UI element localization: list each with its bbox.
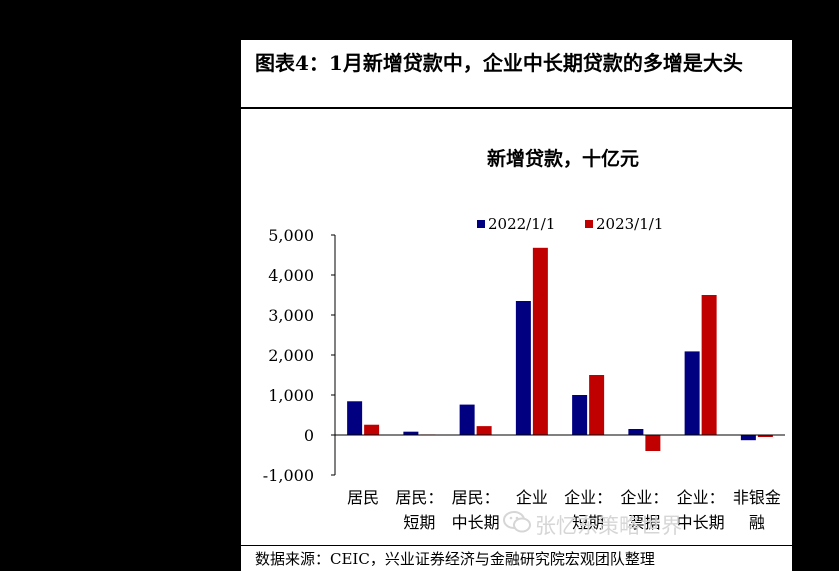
source-note: 数据来源：CEIC，兴业证券经济与金融研究院宏观团队整理: [255, 550, 655, 568]
x-tick-label: 融: [749, 513, 765, 532]
bar-series-a: [740, 435, 756, 441]
chart-title: 新增贷款，十亿元: [487, 147, 639, 170]
y-tick-label: 3,000: [268, 306, 314, 325]
bars: [347, 247, 773, 451]
legend-swatch-0: [477, 220, 485, 228]
x-tick-label: 短期: [403, 513, 435, 532]
x-tick-label: 企业：: [620, 488, 668, 507]
y-tick-label: -1,000: [263, 466, 314, 485]
bar-series-b: [364, 424, 380, 435]
bar-series-b: [476, 426, 492, 435]
x-tick-label: 居民: [347, 488, 379, 507]
wechat-icon: [503, 511, 531, 533]
legend: 2022/1/1 2023/1/1: [477, 215, 663, 233]
bar-series-a: [347, 401, 363, 435]
source-rule: [241, 545, 792, 546]
bar-series-a: [459, 404, 475, 435]
bar-series-a: [684, 351, 700, 435]
bar-series-a: [628, 429, 644, 435]
bar-series-b: [645, 435, 661, 451]
figure-panel: 图表4：1月新增贷款中，企业中长期贷款的多增是大头 新增贷款，十亿元 2022/…: [241, 40, 792, 571]
x-tick-label: 中长期: [452, 513, 500, 532]
title-rule: [241, 107, 792, 109]
legend-swatch-1: [585, 220, 593, 228]
bar-series-b: [532, 247, 548, 435]
x-tick-label: 企业：: [564, 488, 612, 507]
bar-series-a: [515, 301, 531, 435]
x-tick-label: 企业：: [677, 488, 725, 507]
x-tick-label: 企业: [516, 488, 548, 507]
x-tick-label: 中长期: [677, 513, 725, 532]
watermark: 张忆东策略世界: [535, 514, 682, 538]
legend-label-1: 2023/1/1: [596, 215, 663, 233]
bar-series-a: [403, 431, 419, 435]
y-tick-label: 5,000: [268, 226, 314, 245]
x-tick-label: 非银金: [733, 488, 781, 507]
legend-label-0: 2022/1/1: [488, 215, 555, 233]
bar-series-b: [589, 375, 605, 435]
x-tick-label: 居民：: [395, 488, 443, 507]
figure-title: 图表4：1月新增贷款中，企业中长期贷款的多增是大头: [255, 51, 743, 75]
y-tick-label: 2,000: [268, 346, 314, 365]
bar-series-a: [572, 395, 588, 435]
y-tick-label: 1,000: [268, 386, 314, 405]
bar-series-b: [701, 295, 717, 435]
x-tick-label: 居民：: [452, 488, 500, 507]
x-tick-label: 短期: [572, 513, 604, 532]
bar-chart: 新增贷款，十亿元 2022/1/1 2023/1/1 -1,000 0 1,000 2,…: [263, 147, 785, 532]
x-tick-label: 票据: [628, 513, 660, 532]
y-tick-label: 4,000: [268, 266, 314, 285]
y-tick-label: 0: [304, 426, 314, 445]
y-axis: -1,000 0 1,000 2,000 3,000 4,000 5,000: [263, 226, 336, 485]
bar-series-b: [757, 435, 773, 437]
